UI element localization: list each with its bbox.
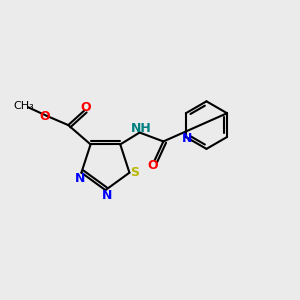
- Text: N: N: [182, 132, 193, 145]
- Text: N: N: [75, 172, 85, 184]
- Text: O: O: [80, 101, 91, 114]
- Text: CH₃: CH₃: [13, 101, 34, 111]
- Text: O: O: [148, 159, 158, 172]
- Text: S: S: [130, 166, 139, 179]
- Text: O: O: [39, 110, 50, 123]
- Text: NH: NH: [131, 122, 152, 136]
- Text: N: N: [102, 189, 112, 202]
